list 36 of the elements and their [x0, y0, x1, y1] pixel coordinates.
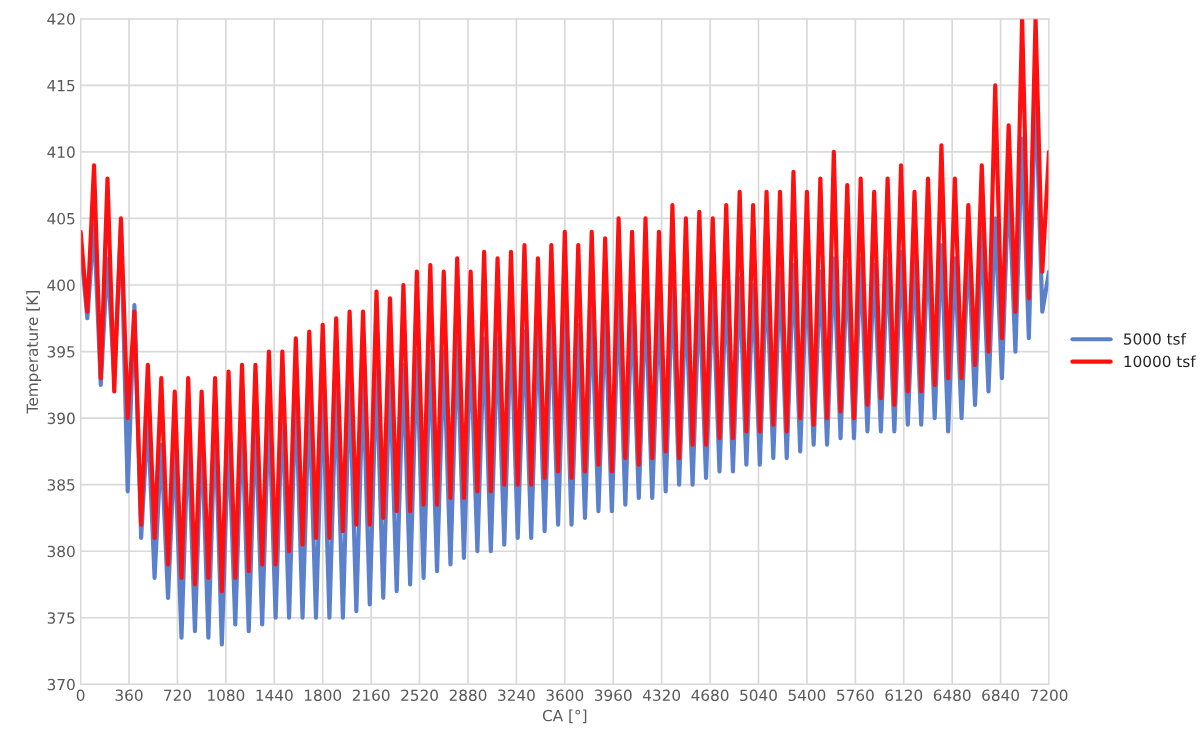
y-tick-label: 390: [47, 412, 75, 425]
x-tick-label: 2160: [352, 689, 390, 702]
x-tick-label: 0: [76, 689, 85, 702]
x-tick-label: 6120: [885, 689, 923, 702]
x-tick-label: 3240: [498, 689, 535, 702]
y-tick-label: 420: [47, 13, 75, 25]
x-tick-label: 3600: [546, 689, 584, 702]
y-tick-label: 400: [47, 279, 75, 292]
x-tick-label: 4320: [642, 689, 681, 702]
x-tick-label: 6480: [933, 689, 971, 702]
x-tick-label: 6840: [982, 689, 1020, 702]
x-tick-label: 5400: [788, 689, 826, 702]
y-tick-label: 395: [47, 346, 75, 358]
x-tick-label: 1080: [208, 689, 245, 702]
x-tick-label: 3960: [594, 689, 632, 702]
y-tick-label: 380: [47, 545, 75, 558]
legend-label: 10000 tsf: [1124, 355, 1196, 368]
x-tick-label: 2520: [401, 689, 438, 702]
x-axis-title: CA [°]: [542, 709, 587, 724]
legend-label: 5000 tsf: [1124, 332, 1187, 345]
x-tick-label: 1440: [256, 689, 293, 702]
y-tick-label: 385: [47, 479, 75, 491]
x-tick-label: 5040: [740, 689, 777, 702]
x-tick-label: 720: [164, 689, 192, 702]
x-tick-label: 1800: [304, 689, 342, 702]
x-tick-label: 5760: [837, 689, 874, 702]
x-tick-label: 7200: [1030, 689, 1068, 702]
x-tick-label: 4680: [691, 689, 729, 702]
y-axis-title: Temperature [K]: [26, 291, 42, 414]
x-tick-label: 360: [115, 689, 143, 702]
y-tick-label: 375: [47, 612, 75, 624]
x-tick-label: 2880: [449, 689, 487, 702]
y-tick-label: 370: [47, 678, 75, 691]
y-tick-label: 410: [47, 146, 75, 158]
y-tick-label: 405: [47, 212, 75, 225]
y-tick-label: 415: [47, 80, 75, 92]
